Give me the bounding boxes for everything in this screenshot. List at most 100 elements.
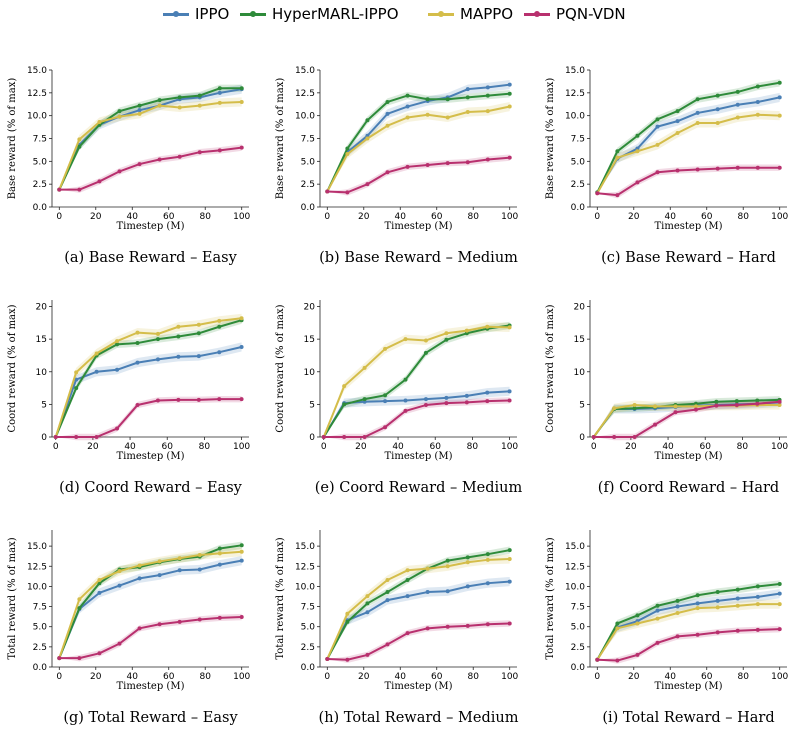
x-tick-label: 100 <box>771 672 788 682</box>
x-tick-label: 20 <box>358 212 370 222</box>
data-point-mappo <box>117 114 122 119</box>
data-point-pqn-vdn <box>591 435 596 439</box>
series-line-mappo <box>326 105 510 192</box>
y-tick-label: 5.0 <box>301 623 316 633</box>
data-point-mappo <box>715 120 720 125</box>
data-point-mappo <box>345 152 350 157</box>
data-point-pqn-vdn <box>655 170 660 175</box>
series-line-pqn-vdn <box>55 398 242 438</box>
series-band-ippo <box>323 386 510 437</box>
data-point-pqn-vdn <box>57 187 62 192</box>
series-line-hypermarl-ippo <box>326 92 510 192</box>
data-point-ippo <box>405 594 410 599</box>
data-point-mappo <box>217 100 222 105</box>
data-point-pqn-vdn <box>777 399 782 404</box>
data-point-pqn-vdn <box>405 164 410 169</box>
data-point-pqn-vdn <box>197 150 202 155</box>
legend-item-ippo: IPPO <box>163 4 229 24</box>
y-tick-label: 7.5 <box>301 603 315 613</box>
y-tick-label: 7.5 <box>33 603 47 613</box>
x-tick-label: 20 <box>87 442 99 452</box>
y-tick-label: 5 <box>309 400 315 410</box>
x-tick-label: 60 <box>163 212 175 222</box>
series-line-mappo <box>54 317 242 438</box>
data-point-hypermarl-ippo <box>444 337 449 342</box>
x-tick-label: 20 <box>628 672 640 682</box>
y-tick-label: 10 <box>574 368 586 378</box>
data-point-pqn-vdn <box>485 157 490 162</box>
x-tick-label: 80 <box>199 672 211 682</box>
data-point-mappo <box>715 605 720 610</box>
x-tick-label: 40 <box>124 442 136 452</box>
data-point-mappo <box>239 99 244 104</box>
data-point-pqn-vdn <box>735 628 740 633</box>
data-point-hypermarl-ippo <box>735 89 740 94</box>
series-line-pqn-vdn <box>59 616 242 660</box>
data-point-mappo <box>405 568 410 573</box>
series-band-hypermarl-ippo <box>597 580 780 660</box>
data-point-mappo <box>507 557 512 562</box>
x-tick-label: 40 <box>662 442 674 452</box>
data-point-mappo <box>695 120 700 125</box>
x-axis-label: Timestep (M) <box>655 221 723 232</box>
y-tick-label: 0.0 <box>571 663 586 673</box>
data-point-hypermarl-ippo <box>117 109 122 114</box>
data-point-pqn-vdn <box>345 657 350 662</box>
x-tick-label: 80 <box>199 442 211 452</box>
data-point-hypermarl-ippo <box>217 546 222 551</box>
data-point-hypermarl-ippo <box>115 342 120 347</box>
y-tick-label: 10.0 <box>565 112 585 122</box>
data-point-pqn-vdn <box>507 398 512 403</box>
y-tick-label: 7.5 <box>33 135 47 145</box>
data-point-ippo <box>383 399 388 404</box>
x-tick-label: 100 <box>233 212 250 222</box>
data-point-mappo <box>157 559 162 564</box>
data-point-hypermarl-ippo <box>714 399 719 404</box>
data-point-mappo <box>423 338 428 343</box>
x-tick-label: 40 <box>127 672 139 682</box>
x-axis-label: Timestep (M) <box>655 681 723 692</box>
series-line-hypermarl-ippo <box>326 549 510 660</box>
data-point-mappo <box>777 113 782 118</box>
data-point-ippo <box>239 558 244 563</box>
data-point-ippo <box>157 573 162 578</box>
data-point-pqn-vdn <box>755 165 760 170</box>
y-tick-label: 12.5 <box>295 562 315 572</box>
x-tick-label: 0 <box>594 672 600 682</box>
data-point-ippo <box>137 576 142 581</box>
x-tick-label: 40 <box>395 212 407 222</box>
x-tick-label: 0 <box>56 212 62 222</box>
data-point-pqn-vdn <box>135 403 140 408</box>
y-tick-label: 5.0 <box>301 157 316 167</box>
data-point-ippo <box>405 104 410 109</box>
data-point-pqn-vdn <box>321 435 326 439</box>
data-point-pqn-vdn <box>655 640 660 645</box>
data-point-ippo <box>115 367 120 372</box>
data-point-hypermarl-ippo <box>176 334 181 339</box>
data-point-hypermarl-ippo <box>365 118 370 123</box>
data-point-hypermarl-ippo <box>715 93 720 98</box>
series-band-pqn-vdn <box>327 620 510 663</box>
x-tick-label: 0 <box>324 672 330 682</box>
data-point-hypermarl-ippo <box>77 144 82 149</box>
data-point-mappo <box>675 611 680 616</box>
data-point-mappo <box>635 149 640 154</box>
data-point-mappo <box>735 603 740 608</box>
y-tick-label: 12.5 <box>565 562 585 572</box>
data-point-mappo <box>77 137 82 142</box>
x-tick-label: 0 <box>53 442 59 452</box>
chart-d: 0 5 10 15 20 0 20 40 60 80 100 Timestep (M) Coord re… <box>7 300 250 496</box>
data-point-hypermarl-ippo <box>177 95 182 100</box>
data-point-mappo <box>97 120 102 125</box>
data-point-pqn-vdn <box>695 167 700 172</box>
data-point-hypermarl-ippo <box>635 133 640 138</box>
data-point-pqn-vdn <box>693 407 698 412</box>
y-tick-label: 0 <box>309 433 315 443</box>
data-point-mappo <box>177 556 182 561</box>
data-point-mappo <box>507 325 512 330</box>
data-point-ippo <box>155 357 160 362</box>
x-tick-label: 80 <box>467 442 479 452</box>
data-point-mappo <box>612 406 617 411</box>
series-line-ippo <box>596 592 780 661</box>
data-point-hypermarl-ippo <box>197 93 202 98</box>
